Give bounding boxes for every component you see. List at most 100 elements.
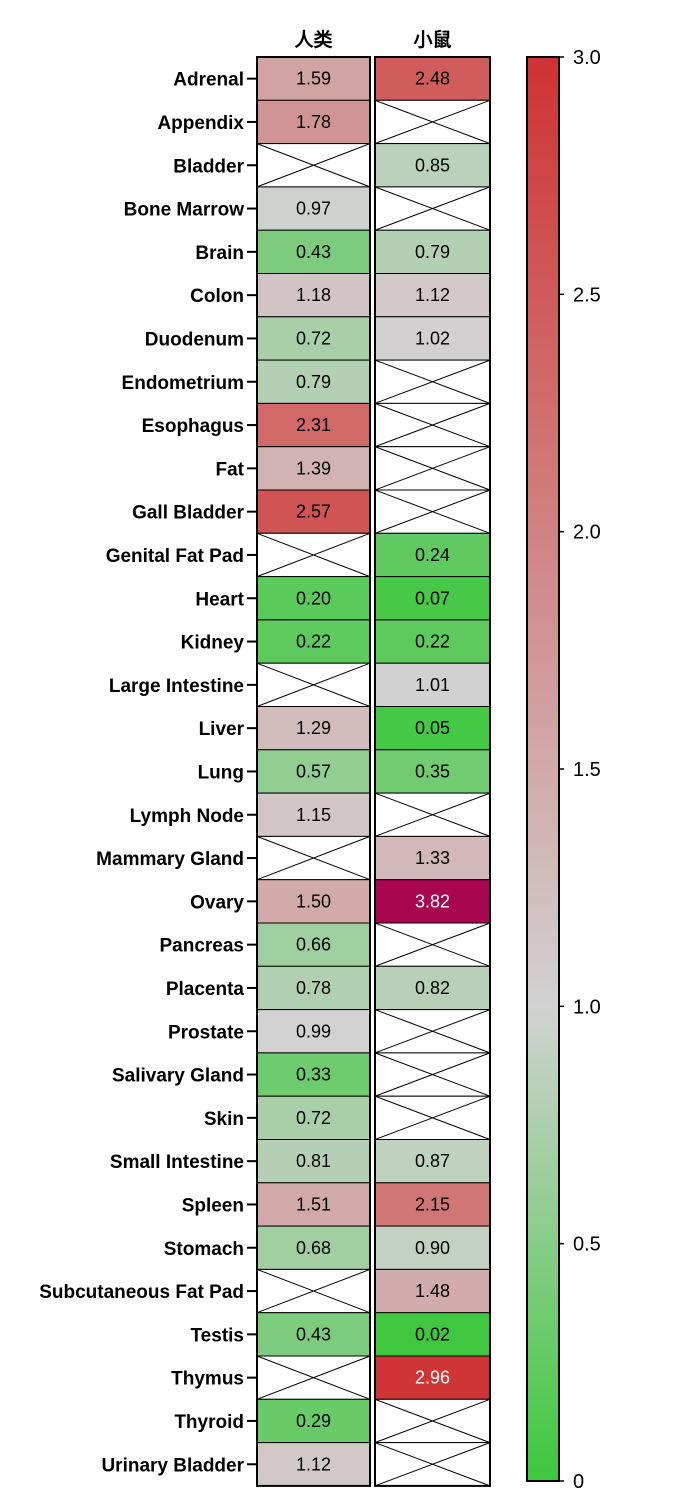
empty-cell (256, 1355, 371, 1400)
column-header: 人类 (294, 28, 332, 51)
row-label: Genital Fat Pad (106, 546, 244, 567)
row-label: Heart (195, 589, 244, 610)
row-label: Bone Marrow (124, 200, 245, 221)
cell-value: 0.90 (415, 1238, 450, 1258)
column-border (374, 56, 491, 1487)
cell-value: 1.18 (296, 285, 331, 305)
heatmap-row: Salivary Gland 0.33 (112, 1052, 491, 1097)
empty-cell (374, 1398, 491, 1444)
heatmap-row: Subcutaneous Fat Pad 1.48 (39, 1268, 491, 1314)
cell-value: 0.22 (415, 632, 450, 652)
row-label: Placenta (166, 979, 245, 1000)
cell-value: 1.29 (296, 718, 331, 738)
column-headers: 人类 小鼠 (294, 28, 451, 51)
colorbar-ticks: 0 0.5 1.0 1.5 2.0 2.5 3.0 (559, 47, 601, 1493)
colorbar-tick-label: 2.0 (573, 522, 601, 544)
cell-value: 3.82 (415, 891, 450, 911)
heatmap-cell (374, 1182, 491, 1227)
cell-value: 0.72 (296, 328, 331, 348)
heatmap-row: Urinary Bladder 1.12 (101, 1442, 491, 1487)
row-label: Pancreas (159, 936, 244, 957)
row-label: Fat (216, 459, 245, 480)
cell-value: 0.22 (296, 632, 331, 652)
empty-cell (374, 922, 491, 967)
row-label: Thyroid (174, 1412, 244, 1433)
heatmap-row: Appendix 1.78 (157, 99, 491, 145)
empty-cell (374, 99, 491, 145)
cell-value: 1.01 (415, 675, 450, 695)
row-label: Appendix (157, 113, 244, 134)
cell-value: 0.43 (296, 1324, 331, 1344)
row-label: Testis (190, 1325, 244, 1346)
cell-value: 2.57 (296, 502, 331, 522)
empty-cell (256, 662, 371, 708)
row-label: Kidney (181, 633, 245, 654)
row-label: Adrenal (173, 70, 244, 91)
cell-value: 1.59 (296, 69, 331, 89)
heatmap-cell (256, 273, 371, 318)
heatmap-rows: Adrenal 1.59 2.48 Appendix 1.78 Bladder 0.85 Bo… (39, 56, 491, 1487)
heatmap-cell (374, 706, 491, 751)
heatmap-cell (256, 359, 371, 404)
row-label: Subcutaneous Fat Pad (39, 1282, 244, 1303)
heatmap-cell (374, 229, 491, 274)
heatmap-cell (256, 1312, 371, 1357)
cell-value: 1.39 (296, 458, 331, 478)
cell-value: 1.12 (296, 1454, 331, 1474)
cell-value: 0.82 (415, 978, 450, 998)
heatmap-row: Bone Marrow 0.97 (124, 186, 491, 231)
row-label: Gall Bladder (132, 503, 245, 524)
cell-value: 2.48 (415, 69, 450, 89)
colorbar-tick-label: 1.5 (573, 759, 601, 781)
heatmap-row: Colon 1.18 1.12 (190, 273, 491, 318)
cell-value: 1.48 (415, 1281, 450, 1301)
cell-value: 1.15 (296, 805, 331, 825)
cell-value: 2.15 (415, 1194, 450, 1214)
empty-cell (374, 792, 491, 837)
empty-cell (256, 835, 371, 881)
heatmap-row: Prostate 0.99 (168, 1009, 491, 1054)
heatmap-row: Endometrium 0.79 (122, 359, 491, 404)
colorbar: 0 0.5 1.0 1.5 2.0 2.5 3.0 (526, 47, 601, 1493)
heatmap-cell (256, 1139, 371, 1184)
row-label: Duodenum (145, 329, 244, 350)
colorbar-tick-label: 2.5 (573, 284, 601, 306)
empty-cell (256, 143, 371, 188)
empty-cell (374, 402, 491, 448)
heatmap-row: Thymus 2.96 (171, 1355, 491, 1400)
cell-value: 1.33 (415, 848, 450, 868)
cell-value: 0.85 (415, 155, 450, 175)
row-label: Thymus (171, 1369, 244, 1390)
cell-value: 0.72 (296, 1108, 331, 1128)
row-label: Bladder (173, 156, 244, 177)
cell-value: 0.07 (415, 588, 450, 608)
colorbar-tick-label: 0 (573, 1471, 584, 1493)
heatmap-row: Thyroid 0.29 (174, 1398, 491, 1444)
cell-value: 1.51 (296, 1194, 331, 1214)
heatmap-cell (256, 402, 371, 448)
heatmap-cell (374, 879, 491, 924)
colorbar-tick-label: 1.0 (573, 996, 601, 1018)
heatmap-cell (256, 922, 371, 967)
heatmap-row: Heart 0.20 0.07 (195, 576, 491, 621)
empty-cell (256, 1268, 371, 1314)
cell-value: 0.79 (415, 242, 450, 262)
heatmap-row: Mammary Gland 1.33 (96, 835, 491, 881)
empty-cell (256, 532, 371, 578)
empty-cell (374, 186, 491, 231)
heatmap-cell (374, 143, 491, 188)
cell-value: 0.79 (296, 372, 331, 392)
cell-value: 1.02 (415, 328, 450, 348)
heatmap-cell (374, 1225, 491, 1270)
heatmap-row: Brain 0.43 0.79 (195, 229, 491, 274)
cell-value: 2.31 (296, 415, 331, 435)
heatmap-row: Adrenal 1.59 2.48 (173, 56, 491, 101)
empty-cell (374, 1052, 491, 1097)
heatmap-cell (374, 835, 491, 881)
cell-value: 0.33 (296, 1065, 331, 1085)
row-label: Colon (190, 286, 244, 307)
heatmap-cell (374, 619, 491, 664)
cell-value: 1.12 (415, 285, 450, 305)
heatmap-row: Duodenum 0.72 1.02 (145, 316, 491, 361)
